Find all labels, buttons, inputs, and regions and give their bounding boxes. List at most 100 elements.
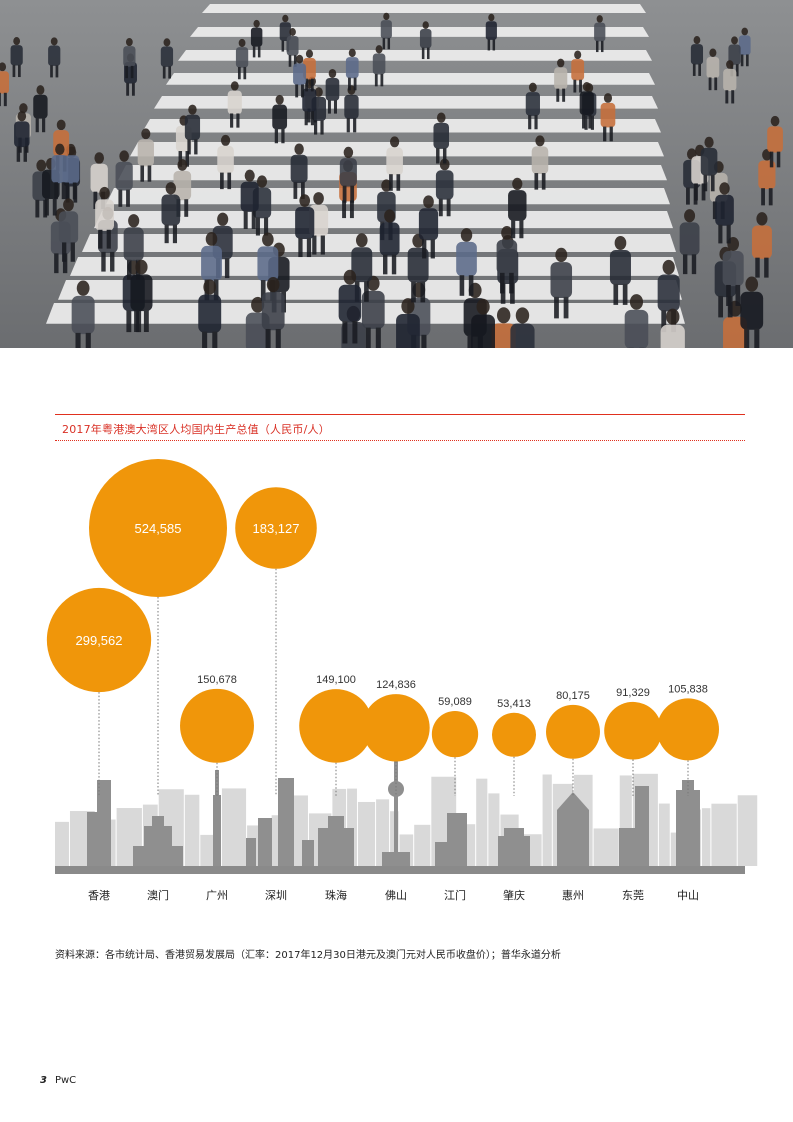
pedestrian [706,48,720,91]
pedestrian [130,259,153,333]
pedestrian [198,279,222,348]
pedestrian [250,19,263,58]
pedestrian [240,169,259,229]
bubble-广州 [180,688,254,763]
pedestrian [235,38,249,80]
bubble-深圳 [235,487,317,569]
pedestrian [419,21,432,60]
skyline-bg-building [593,828,619,866]
skyline-landmark-广州 [213,795,221,866]
pedestrian [579,81,594,129]
pedestrian [767,115,783,168]
pedestrian [123,37,136,79]
pedestrian [531,135,549,190]
city-label-东莞: 东莞 [622,889,644,902]
pedestrian [303,49,316,92]
pedestrian [485,13,497,51]
bubble-东莞 [604,701,662,760]
skyline-bg-building [701,808,711,866]
pedestrian [624,294,649,348]
page-footer: 3 PwC [40,1075,76,1086]
crosswalk-stripe [202,4,646,13]
skyline-landmark-澳门 [133,846,183,866]
skyline-landmark-佛山 [394,758,398,866]
pedestrian [10,37,23,78]
pedestrian [338,269,362,344]
value-label-东莞: 91,329 [616,687,650,699]
pedestrian [525,82,540,130]
skyline-bg-building [357,801,376,866]
skyline-bg-building [658,803,670,866]
pedestrian [433,112,450,164]
city-label-香港: 香港 [88,889,110,902]
value-label-肇庆: 53,413 [497,698,531,710]
skyline-landmark-深圳 [258,818,272,866]
crosswalk-stripe [70,257,679,276]
skyline-landmark-深圳 [246,838,256,866]
value-label-中山: 105,838 [668,683,708,695]
city-label-佛山: 佛山 [385,889,407,902]
gdp-bubble-skyline-chart: 299,562 香港 524,585 澳门 150,678 广州 183,127 深圳 149,… [46,459,758,902]
skyline-landmark-惠州 [557,810,589,866]
pedestrian [372,45,386,87]
skyline-landmark-江门 [435,842,449,866]
pedestrian [758,149,776,206]
skyline-landmark-江门 [447,813,467,866]
skyline-landmark-中山 [676,790,700,866]
pedestrian [728,36,741,77]
pedestrian [48,37,61,78]
pedestrian [435,158,454,217]
pedestrian [286,28,299,67]
value-label-佛山: 124,836 [376,679,416,691]
skyline-bg-building [347,788,357,866]
skyline-landmark-澳门 [152,816,164,826]
pedestrian [351,233,373,302]
pedestrian [227,81,242,128]
skyline-bg-building [737,795,758,866]
pedestrian [550,247,573,319]
pedestrian [491,307,516,348]
skyline-bg-building [221,788,247,866]
pedestrian [95,186,114,249]
city-label-广州: 广州 [206,889,228,902]
value-label-深圳: 183,127 [253,521,300,536]
pedestrian [290,143,308,199]
pedestrian [161,182,181,244]
city-label-江门: 江门 [444,888,466,902]
pedestrian [386,136,403,191]
city-label-中山: 中山 [677,889,699,902]
pedestrian [51,143,69,200]
source-note: 资料来源：各市统计局、香港贸易发展局（汇率：2017年12月30日港元及澳门元对… [55,950,561,961]
pedestrian [0,62,10,107]
skyline-bg-building [414,824,431,866]
value-label-广州: 150,678 [197,674,237,686]
skyline-landmark-佛山 [382,852,410,866]
skyline-bg-building [476,778,488,866]
pedestrian [184,104,201,155]
skyline-bg-building [376,799,390,866]
pedestrian [33,85,48,133]
pedestrian [554,58,568,102]
pedestrian [594,15,606,53]
pedestrian [723,60,737,104]
city-label-肇庆: 肇庆 [503,888,525,902]
pedestrian [344,85,359,133]
skyline-landmark-肇庆 [504,828,524,836]
pedestrian [690,36,704,76]
pedestrian [418,195,439,259]
crosswalk-stripe [82,234,676,252]
skyline-roof [557,792,589,810]
city-label-深圳: 深圳 [265,889,287,902]
skyline-landmark-深圳 [278,778,294,866]
pedestrian [339,146,357,203]
value-label-惠州: 80,175 [556,690,590,702]
pedestrian [715,182,734,244]
city-label-珠海: 珠海 [325,888,347,902]
skyline-landmark-澳门 [144,826,172,846]
pedestrian [657,259,680,333]
pedestrian [609,236,631,305]
bubble-肇庆 [491,712,537,757]
bubble-惠州 [546,704,600,759]
pedestrian [508,177,527,239]
pedestrian [379,209,400,275]
